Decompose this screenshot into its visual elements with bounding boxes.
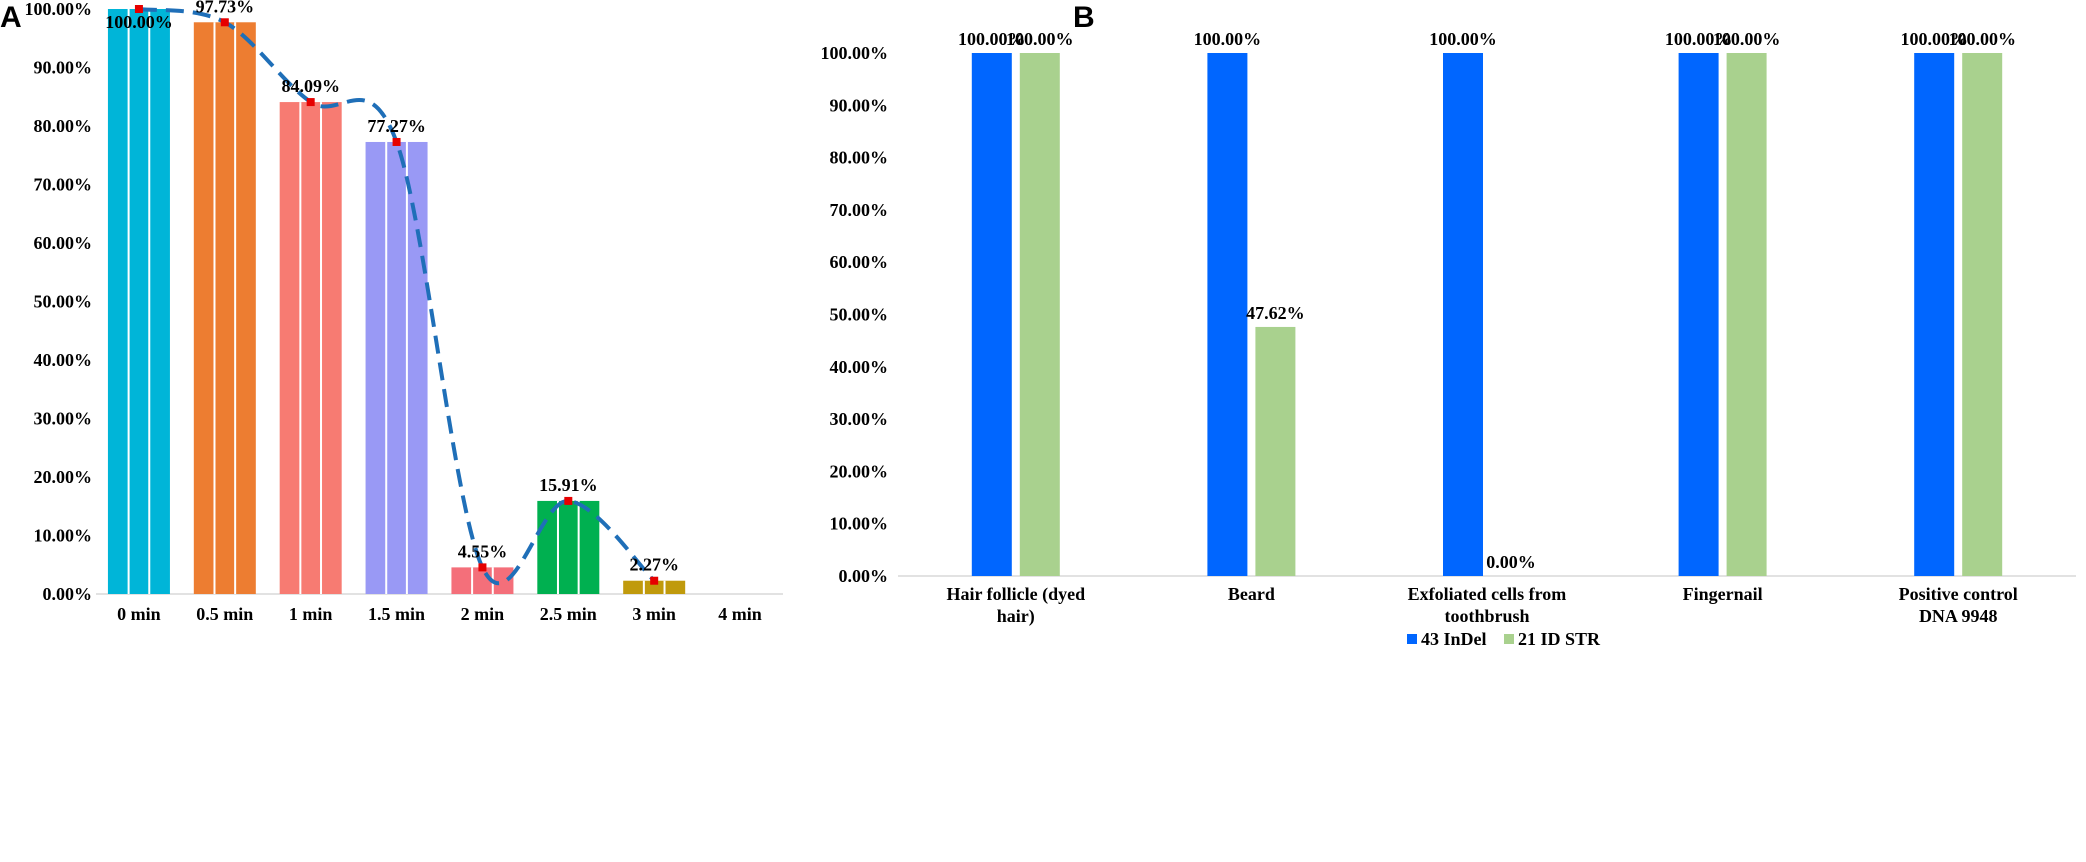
trend-marker-a — [564, 496, 573, 505]
data-label-a: 15.91% — [539, 475, 598, 495]
y-tick-label-b: 80.00% — [830, 148, 889, 168]
y-tick-label-a: 90.00% — [34, 58, 93, 78]
x-tick-label-a: 2 min — [461, 604, 505, 624]
x-tick-label-a: 1.5 min — [368, 604, 425, 624]
x-tick-label-b: Fingernail — [1683, 584, 1763, 604]
trend-marker-a — [134, 5, 143, 13]
data-label-b: 47.62% — [1246, 303, 1305, 323]
data-label-b: 100.00% — [1194, 29, 1262, 49]
x-tick-label-b: DNA 9948 — [1919, 606, 1998, 626]
bar-indel — [1914, 53, 1955, 576]
legend-label: 21 ID STR — [1518, 629, 1601, 649]
y-tick-label-b: 30.00% — [830, 409, 889, 429]
x-tick-label-b: Exfoliated cells from — [1408, 584, 1567, 604]
bar-indel — [971, 53, 1012, 576]
data-label-a: 100.00% — [105, 12, 173, 32]
data-label-b: 100.00% — [1006, 29, 1074, 49]
y-tick-label-a: 50.00% — [34, 292, 93, 312]
x-tick-label-b: hair) — [997, 606, 1035, 627]
y-tick-label-a: 70.00% — [34, 175, 93, 195]
y-tick-label-a: 10.00% — [34, 526, 93, 546]
x-tick-label-a: 3 min — [632, 604, 676, 624]
trend-marker-a — [478, 563, 487, 572]
data-label-a: 77.27% — [367, 116, 426, 136]
x-tick-label-a: 0 min — [117, 604, 161, 624]
y-tick-label-b: 60.00% — [830, 252, 889, 272]
x-tick-label-b: Hair follicle (dyed — [946, 584, 1085, 605]
y-tick-label-b: 0.00% — [839, 566, 889, 586]
y-tick-label-a: 30.00% — [34, 409, 93, 429]
data-label-b: 100.00% — [958, 29, 1026, 49]
bar-indel — [1207, 53, 1248, 576]
bar-a — [537, 500, 600, 594]
y-tick-label-a: 40.00% — [34, 350, 93, 370]
y-tick-label-b: 100.00% — [821, 43, 889, 63]
bar-idstr — [1255, 326, 1296, 576]
bar-a — [451, 567, 514, 594]
data-label-b: 100.00% — [1429, 29, 1497, 49]
bar-indel — [1443, 53, 1483, 576]
chart-a: 0.00% 10.00% 20.00% 30.00% 40.00% 50.00% 60.00… — [25, 0, 783, 624]
legend-swatch — [1407, 634, 1417, 644]
x-tick-label-b: toothbrush — [1444, 606, 1529, 626]
bar-idstr — [1726, 53, 1767, 576]
data-label-a: 2.27% — [629, 555, 679, 575]
data-label-a: 84.09% — [281, 76, 340, 96]
data-label-a: 97.73% — [196, 0, 255, 16]
y-tick-label-a: 20.00% — [34, 467, 93, 487]
panel-a-letter: A — [0, 1, 22, 34]
bar-a — [193, 22, 256, 595]
y-tick-label-a: 80.00% — [34, 116, 93, 136]
bar-a — [279, 102, 342, 595]
legend-label: 43 InDel — [1421, 629, 1487, 649]
x-tick-label-a: 0.5 min — [196, 604, 253, 624]
trend-line-a — [138, 7, 656, 586]
x-tick-label-b: Beard — [1228, 584, 1275, 604]
bar-a — [365, 141, 428, 594]
x-tick-label-a: 1 min — [289, 604, 333, 624]
y-tick-label-a: 100.00% — [25, 0, 93, 19]
y-tick-label-b: 90.00% — [830, 95, 889, 115]
trend-marker-a — [392, 137, 401, 146]
y-tick-label-b: 50.00% — [830, 305, 889, 325]
panel-b-letter: B — [1073, 1, 1095, 34]
data-label-b: 100.00% — [1713, 29, 1781, 49]
bar-a — [107, 9, 170, 594]
x-tick-label-a: 2.5 min — [540, 604, 597, 624]
bar-a — [623, 580, 686, 594]
data-label-b: 100.00% — [1665, 29, 1733, 49]
x-tick-label-b: Positive control — [1899, 584, 2018, 604]
legend: 43 InDel 21 ID STR — [1407, 629, 1601, 649]
data-label-a: 4.55% — [458, 541, 508, 561]
bar-idstr — [1019, 53, 1060, 576]
y-tick-label-b: 20.00% — [830, 461, 889, 481]
trend-marker-a — [220, 18, 229, 27]
bar-indel — [1678, 53, 1719, 576]
trend-marker-a — [306, 98, 315, 107]
data-label-b: 0.00% — [1486, 552, 1536, 572]
y-tick-label-b: 40.00% — [830, 357, 889, 377]
x-tick-label-a: 4 min — [718, 604, 762, 624]
y-tick-label-a: 60.00% — [34, 233, 93, 253]
chart-b: 0.00% 10.00% 20.00% 30.00% 40.00% 50.00% 60.00… — [821, 29, 2076, 649]
bar-idstr — [1962, 53, 2003, 576]
trend-marker-a — [650, 576, 659, 585]
y-tick-label-b: 10.00% — [830, 514, 889, 534]
legend-swatch — [1504, 634, 1514, 644]
data-label-b: 100.00% — [1948, 29, 2016, 49]
y-tick-label-b: 70.00% — [830, 200, 889, 220]
y-tick-label-a: 0.00% — [43, 584, 93, 604]
data-label-b: 100.00% — [1900, 29, 1968, 49]
